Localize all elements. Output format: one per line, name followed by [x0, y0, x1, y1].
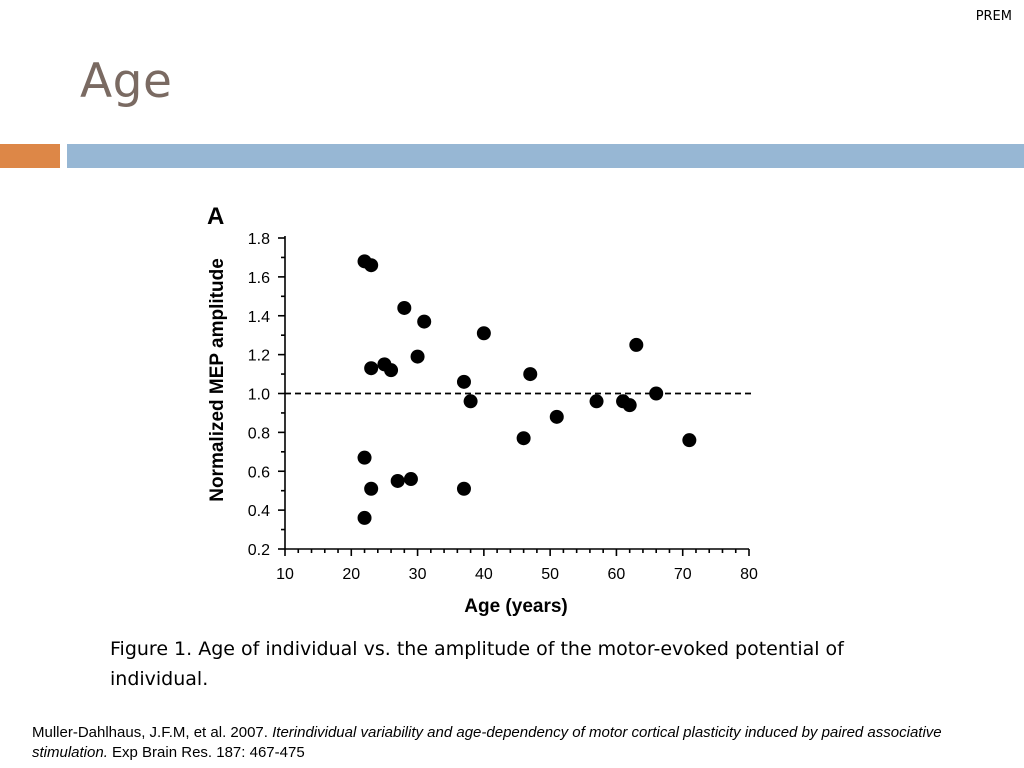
- x-axis-label: Age (years): [464, 596, 568, 617]
- x-tick-label: 10: [276, 566, 294, 583]
- x-tick-label: 20: [342, 566, 360, 583]
- page-title: Age: [80, 54, 173, 109]
- data-point: [476, 326, 491, 341]
- data-point: [589, 394, 604, 409]
- data-point: [397, 300, 412, 315]
- data-point: [456, 374, 471, 389]
- accent-bar-blue: [67, 144, 1024, 168]
- data-point: [364, 361, 379, 376]
- data-points: [357, 254, 697, 525]
- axes: 0.2 0.4 0.6 0.8 1.0 1.2 1.4 1.6 1.8 10 20 30 40 50 60 7…: [248, 231, 758, 583]
- data-point: [357, 510, 372, 525]
- data-point: [357, 450, 372, 465]
- figure-caption: Figure 1. Age of individual vs. the ampl…: [110, 638, 844, 690]
- data-point: [456, 481, 471, 496]
- accent-bar-orange: [0, 144, 60, 168]
- data-point: [523, 367, 538, 382]
- data-point: [649, 386, 664, 401]
- citation-source: Exp Brain Res. 187: 467-475: [107, 744, 305, 761]
- data-point: [364, 258, 379, 273]
- data-point: [463, 394, 478, 409]
- data-point: [384, 363, 399, 378]
- citation-authors: Muller-Dahlhaus, J.F.M, et al. 2007.: [32, 724, 273, 741]
- data-point: [622, 398, 637, 413]
- data-point: [410, 349, 425, 364]
- y-tick-label: 0.8: [248, 425, 270, 442]
- data-point: [516, 431, 531, 446]
- y-tick-label: 0.4: [248, 503, 270, 520]
- citation: Muller-Dahlhaus, J.F.M, et al. 2007. Ite…: [32, 723, 1002, 763]
- x-tick-label: 60: [608, 566, 626, 583]
- citation-title: Iterindividual variability and age-depen…: [32, 724, 942, 761]
- data-point: [403, 472, 418, 487]
- y-tick-label: 1.6: [248, 270, 270, 287]
- data-point: [682, 433, 697, 448]
- y-tick-label: 0.2: [248, 542, 270, 559]
- x-tick-label: 80: [740, 566, 758, 583]
- y-tick-label: 0.6: [248, 464, 270, 481]
- y-tick-label: 1.8: [248, 231, 270, 248]
- x-tick-label: 30: [409, 566, 427, 583]
- y-tick-label: 1.2: [248, 348, 270, 365]
- x-tick-label: 40: [475, 566, 493, 583]
- data-point: [364, 481, 379, 496]
- data-point: [390, 473, 405, 488]
- panel-label: A: [207, 203, 224, 230]
- y-tick-label: 1.0: [248, 387, 270, 404]
- x-tick-label: 70: [674, 566, 692, 583]
- x-tick-label: 50: [541, 566, 559, 583]
- data-point: [549, 409, 564, 424]
- corner-tag: PREM: [975, 9, 1012, 24]
- y-tick-label: 1.4: [248, 309, 270, 326]
- y-axis-label: Normalized MEP amplitude: [207, 258, 228, 502]
- data-point: [417, 314, 432, 329]
- data-point: [629, 337, 644, 352]
